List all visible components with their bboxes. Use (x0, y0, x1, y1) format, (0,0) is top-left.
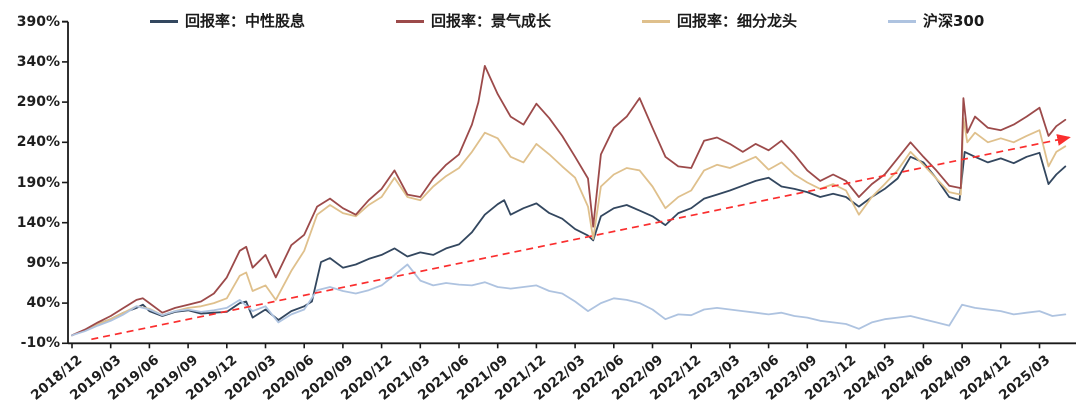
legend-item-1: 回报率：景气成长 (396, 10, 642, 32)
series-line-2 (71, 117, 1067, 337)
y-axis-label: 340% (16, 53, 60, 70)
y-axis-label: 240% (16, 134, 60, 151)
y-axis-label: 290% (16, 94, 60, 111)
legend-label: 回报率：景气成长 (431, 12, 552, 30)
legend-label: 回报率：细分龙头 (677, 12, 798, 30)
legend-label: 回报率：中性股息 (185, 12, 306, 30)
y-axis-label: 40% (26, 295, 60, 312)
legend-swatch-icon (888, 19, 916, 23)
axes (62, 20, 1076, 345)
y-axis-label: -10% (20, 335, 60, 352)
legend-item-2: 回报率：细分龙头 (642, 10, 888, 32)
y-axis-label: 140% (16, 214, 60, 231)
legend-swatch-icon (642, 19, 670, 23)
trend-arrow-line (91, 134, 1071, 341)
legend-item-0: 回报率：中性股息 (150, 10, 396, 32)
y-axis-label: 190% (16, 174, 60, 191)
y-axis-label: 390% (16, 13, 60, 30)
series-line-3 (71, 263, 1067, 337)
legend: 回报率：中性股息 回报率：景气成长 回报率：细分龙头 沪深300 (150, 10, 984, 32)
series-line-0 (71, 150, 1067, 337)
series-line-1 (71, 65, 1067, 337)
legend-swatch-icon (396, 19, 424, 23)
legend-swatch-icon (150, 19, 178, 23)
y-axis-label: 90% (26, 254, 60, 271)
legend-label: 沪深300 (923, 12, 985, 30)
legend-item-3: 沪深300 (888, 10, 984, 32)
